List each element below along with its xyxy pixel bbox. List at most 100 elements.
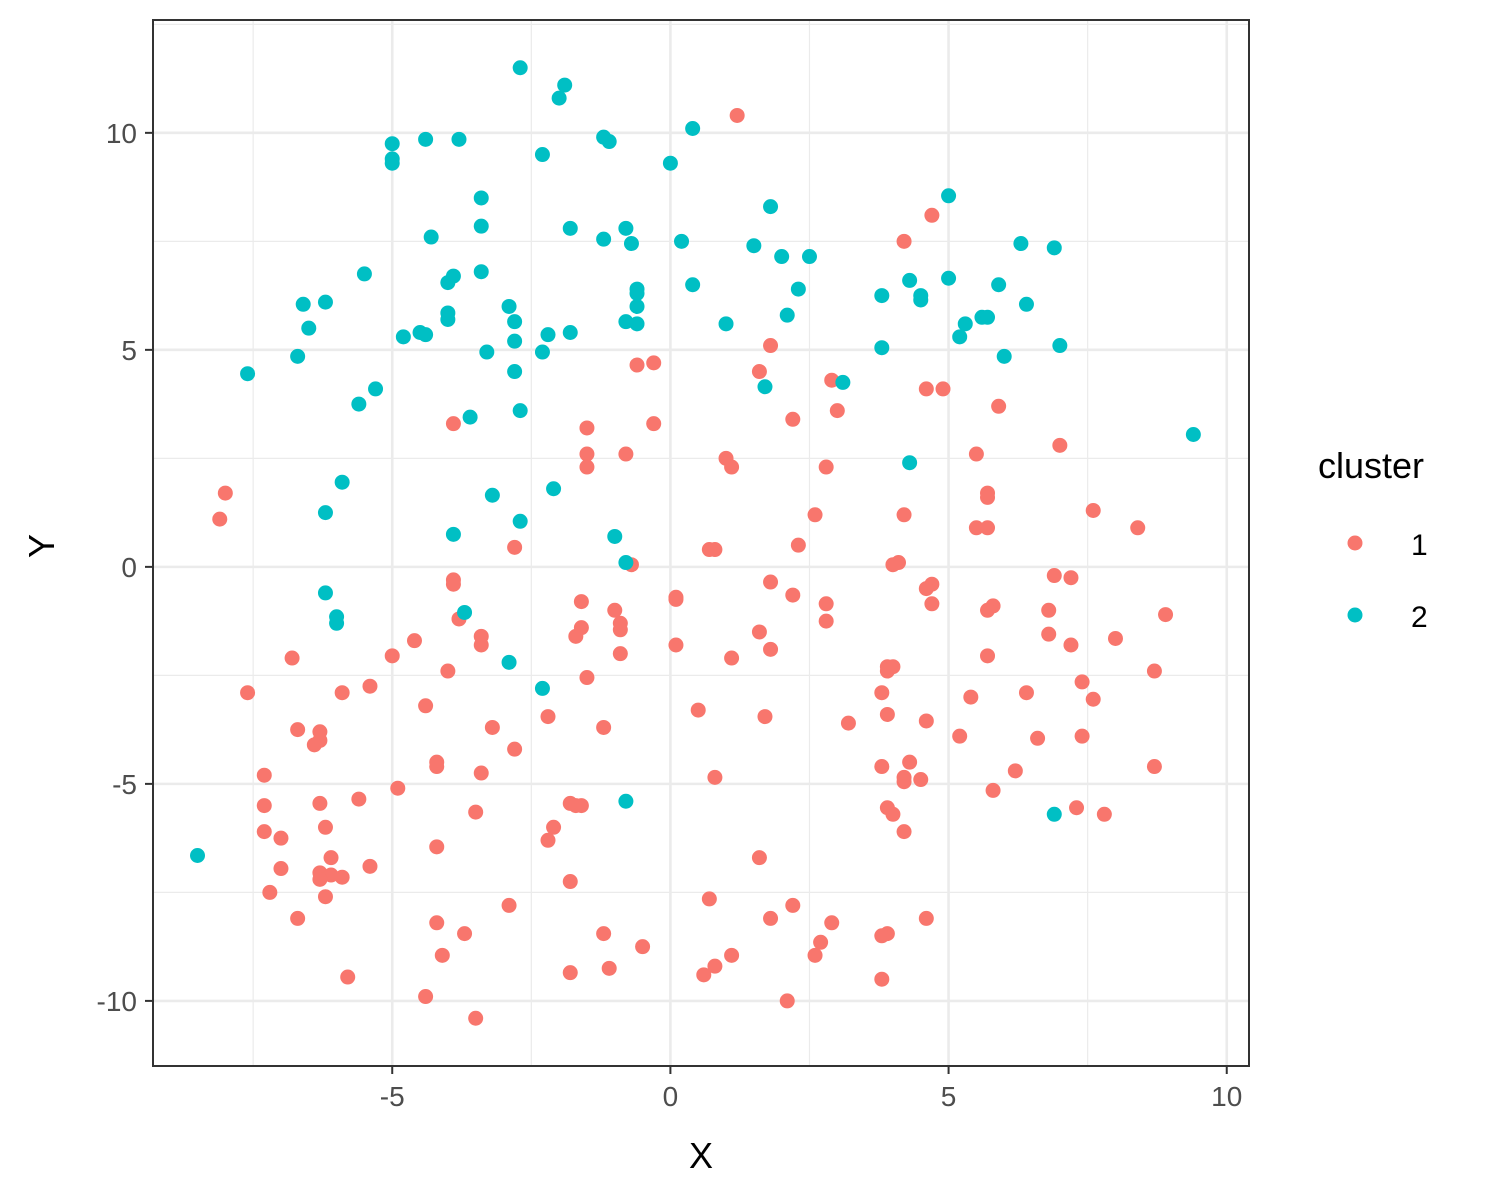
- point-cluster-2: [674, 233, 690, 249]
- point-cluster-1: [334, 869, 350, 885]
- point-cluster-1: [273, 830, 289, 846]
- point-cluster-2: [440, 275, 456, 291]
- point-cluster-1: [885, 557, 901, 573]
- point-cluster-1: [1074, 674, 1090, 690]
- point-cluster-1: [918, 581, 934, 597]
- point-cluster-1: [1085, 691, 1101, 707]
- point-cluster-1: [317, 889, 333, 905]
- point-cluster-1: [707, 769, 723, 785]
- point-cluster-1: [1046, 568, 1062, 584]
- point-cluster-1: [729, 107, 745, 123]
- point-cluster-2: [190, 847, 206, 863]
- point-cluster-2: [601, 134, 617, 150]
- point-cluster-1: [334, 685, 350, 701]
- point-cluster-1: [429, 839, 445, 855]
- point-cluster-2: [534, 680, 550, 696]
- point-cluster-2: [774, 249, 790, 265]
- point-cluster-1: [546, 819, 562, 835]
- point-cluster-2: [473, 264, 489, 280]
- point-cluster-1: [568, 798, 584, 814]
- point-cluster-1: [724, 947, 740, 963]
- point-cluster-1: [317, 819, 333, 835]
- point-cluster-2: [1013, 236, 1029, 252]
- point-cluster-1: [434, 947, 450, 963]
- point-cluster-2: [1046, 806, 1062, 822]
- point-cluster-1: [306, 737, 322, 753]
- point-cluster-1: [212, 511, 228, 527]
- point-cluster-2: [957, 316, 973, 332]
- point-cluster-1: [952, 728, 968, 744]
- point-cluster-1: [924, 596, 940, 612]
- legend-title: cluster: [1318, 445, 1424, 486]
- point-cluster-1: [1063, 570, 1079, 586]
- point-cluster-2: [546, 481, 562, 497]
- point-cluster-1: [256, 798, 272, 814]
- legend-key-cluster-2: [1347, 607, 1363, 623]
- point-cluster-1: [1096, 806, 1112, 822]
- legend-label-cluster-2: 2: [1411, 601, 1428, 634]
- point-cluster-2: [685, 277, 701, 293]
- point-cluster-1: [635, 939, 651, 955]
- point-cluster-1: [902, 754, 918, 770]
- point-cluster-1: [1018, 685, 1034, 701]
- point-cluster-1: [596, 926, 612, 942]
- point-cluster-1: [418, 698, 434, 714]
- point-cluster-1: [829, 403, 845, 419]
- point-cluster-1: [840, 715, 856, 731]
- point-cluster-1: [724, 459, 740, 475]
- point-cluster-2: [779, 307, 795, 323]
- point-cluster-2: [618, 220, 634, 236]
- point-cluster-1: [785, 411, 801, 427]
- point-cluster-1: [757, 709, 773, 725]
- point-cluster-2: [952, 329, 968, 345]
- point-cluster-2: [240, 366, 256, 382]
- point-cluster-2: [418, 131, 434, 147]
- point-cluster-1: [290, 910, 306, 926]
- point-cluster-1: [918, 713, 934, 729]
- point-cluster-2: [629, 316, 645, 332]
- point-cluster-2: [902, 272, 918, 288]
- point-cluster-2: [618, 314, 634, 330]
- point-cluster-2: [501, 298, 517, 314]
- point-cluster-1: [612, 622, 628, 638]
- point-cluster-2: [562, 324, 578, 340]
- point-cluster-1: [384, 648, 400, 664]
- point-cluster-1: [612, 646, 628, 662]
- point-cluster-1: [1063, 637, 1079, 653]
- point-cluster-2: [763, 199, 779, 215]
- point-cluster-1: [540, 709, 556, 725]
- point-cluster-1: [779, 993, 795, 1009]
- point-cluster-2: [1052, 338, 1068, 354]
- point-cluster-1: [473, 637, 489, 653]
- x-axis-title: X: [689, 1135, 713, 1176]
- point-cluster-1: [579, 459, 595, 475]
- point-cluster-2: [445, 526, 461, 542]
- point-cluster-2: [801, 249, 817, 265]
- point-cluster-2: [618, 793, 634, 809]
- y-axis-title: Y: [21, 534, 62, 558]
- point-cluster-1: [390, 780, 406, 796]
- point-cluster-1: [1107, 630, 1123, 646]
- point-cluster-2: [290, 348, 306, 364]
- point-cluster-2: [395, 329, 411, 345]
- point-cluster-1: [1146, 759, 1162, 775]
- point-cluster-1: [445, 576, 461, 592]
- legend: cluster 1 2: [1318, 445, 1428, 634]
- point-cluster-2: [440, 311, 456, 327]
- point-cluster-1: [351, 791, 367, 807]
- point-cluster-1: [918, 381, 934, 397]
- point-cluster-2: [457, 604, 473, 620]
- point-cluster-2: [980, 309, 996, 325]
- point-cluster-1: [562, 965, 578, 981]
- point-cluster-2: [356, 266, 372, 282]
- point-cluster-2: [451, 131, 467, 147]
- x-tick-label: -5: [380, 1081, 405, 1112]
- point-cluster-2: [512, 403, 528, 419]
- point-cluster-1: [963, 689, 979, 705]
- point-cluster-1: [818, 459, 834, 475]
- point-cluster-1: [924, 207, 940, 223]
- point-cluster-1: [701, 891, 717, 907]
- point-cluster-1: [473, 765, 489, 781]
